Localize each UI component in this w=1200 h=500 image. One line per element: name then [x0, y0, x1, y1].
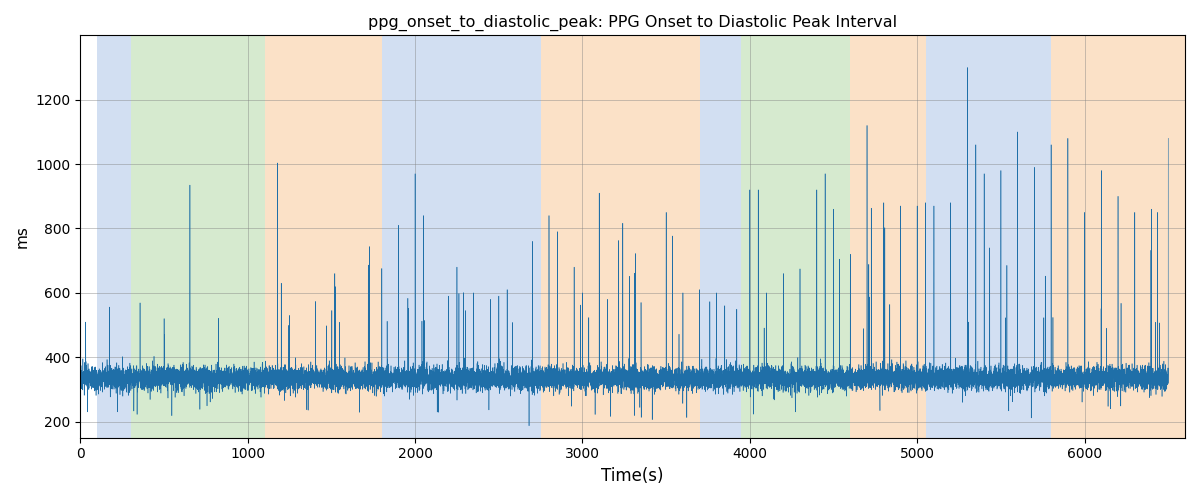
- X-axis label: Time(s): Time(s): [601, 467, 664, 485]
- Bar: [97, 36, 131, 438]
- Bar: [851, 36, 925, 438]
- Bar: [1051, 36, 1184, 438]
- Title: ppg_onset_to_diastolic_peak: PPG Onset to Diastolic Peak Interval: ppg_onset_to_diastolic_peak: PPG Onset t…: [368, 15, 898, 31]
- Bar: [382, 36, 541, 438]
- Bar: [925, 36, 1051, 438]
- Bar: [700, 36, 742, 438]
- Bar: [742, 36, 851, 438]
- Bar: [131, 36, 264, 438]
- Bar: [264, 36, 382, 438]
- Y-axis label: ms: ms: [14, 225, 30, 248]
- Bar: [541, 36, 700, 438]
